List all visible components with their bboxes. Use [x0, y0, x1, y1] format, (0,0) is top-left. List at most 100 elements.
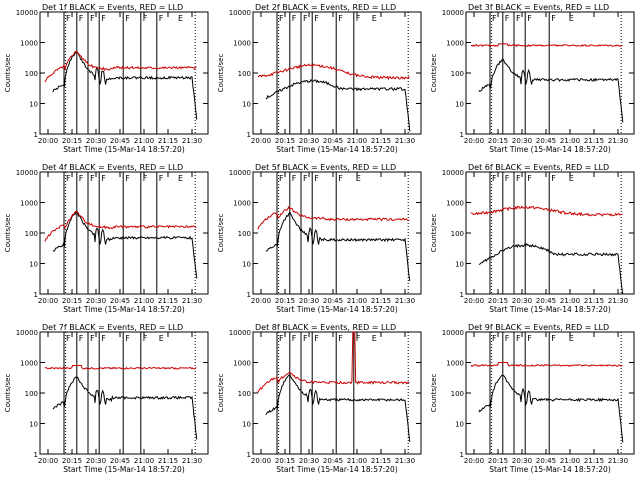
- chart-panel-1: Det 1f BLACK = Events, RED = LLD Counts/s…: [4, 3, 208, 154]
- x-tick-label: 20:45: [110, 297, 130, 305]
- y-tick-label: 10000: [229, 169, 251, 177]
- x-tick-label: 21:00: [347, 297, 367, 305]
- x-tick-label: 20:00: [38, 137, 58, 145]
- marker-label: F: [516, 174, 521, 183]
- x-tick-label: 20:30: [512, 137, 532, 145]
- marker-label: F: [79, 334, 84, 343]
- marker-label: F: [279, 14, 284, 23]
- y-tick-label: 10: [455, 261, 464, 269]
- x-tick-label: 21:30: [608, 137, 628, 145]
- y-axis-label: Counts/sec: [4, 54, 12, 93]
- y-tick-label: 100: [25, 70, 38, 78]
- y-axis-label: Counts/sec: [4, 214, 12, 253]
- marker-label: F: [303, 174, 308, 183]
- y-tick-label: 10000: [16, 9, 38, 17]
- x-tick-label: 20:00: [251, 297, 271, 305]
- x-tick-label: 20:00: [464, 457, 484, 465]
- series-events-line: [479, 244, 623, 294]
- marker-label: F: [505, 174, 510, 183]
- marker-label: F: [505, 14, 510, 23]
- y-tick-label: 10: [242, 101, 251, 109]
- x-tick-label: 20:45: [323, 457, 343, 465]
- marker-label: F: [66, 14, 71, 23]
- y-tick-label: 1000: [446, 360, 464, 368]
- marker-label: F: [66, 334, 71, 343]
- series-lld-line: [45, 366, 197, 370]
- y-tick-label: 10: [455, 101, 464, 109]
- marker-label: F: [516, 14, 521, 23]
- x-tick-label: 21:00: [560, 457, 580, 465]
- x-tick-label: 21:30: [182, 457, 202, 465]
- x-axis-label: Start Time (15-Mar-14 18:57:20): [489, 465, 611, 474]
- x-tick-label: 20:45: [110, 137, 130, 145]
- marker-label: F: [125, 334, 130, 343]
- chart-title: Det 5f BLACK = Events, RED = LLD: [255, 163, 396, 172]
- x-tick-label: 21:30: [182, 137, 202, 145]
- y-tick-label: 10000: [229, 329, 251, 337]
- y-tick-label: 10: [29, 261, 38, 269]
- y-axis-label: Counts/sec: [217, 214, 225, 253]
- series-lld-line: [471, 206, 623, 216]
- x-tick-label: 21:30: [608, 297, 628, 305]
- x-tick-label: 21:15: [158, 137, 178, 145]
- x-tick-label: 21:00: [347, 457, 367, 465]
- y-axis-label: Counts/sec: [217, 54, 225, 93]
- marker-label: F: [303, 334, 308, 343]
- y-tick-label: 10000: [442, 9, 464, 17]
- x-tick-label: 20:45: [536, 457, 556, 465]
- y-tick-label: 10: [29, 101, 38, 109]
- x-tick-label: 20:00: [38, 457, 58, 465]
- x-tick-label: 21:30: [395, 297, 415, 305]
- chart-title: Det 8f BLACK = Events, RED = LLD: [255, 323, 396, 332]
- marker-label: F: [527, 14, 532, 23]
- y-tick-label: 10: [455, 421, 464, 429]
- x-tick-label: 20:30: [86, 297, 106, 305]
- chart-panel-5: Det 5f BLACK = Events, RED = LLD Counts/s…: [217, 163, 421, 314]
- marker-label: F: [356, 334, 361, 343]
- marker-label: F: [159, 174, 164, 183]
- marker-label: F: [516, 334, 521, 343]
- marker-label: E: [372, 14, 377, 23]
- x-tick-label: 20:45: [536, 297, 556, 305]
- x-axis-label: Start Time (15-Mar-14 18:57:20): [63, 305, 185, 314]
- x-tick-label: 21:30: [395, 457, 415, 465]
- y-tick-label: 100: [25, 390, 38, 398]
- x-axis-label: Start Time (15-Mar-14 18:57:20): [63, 465, 185, 474]
- marker-label: F: [551, 334, 556, 343]
- x-axis-label: Start Time (15-Mar-14 18:57:20): [276, 465, 398, 474]
- marker-label: F: [356, 14, 361, 23]
- x-tick-label: 20:30: [86, 457, 106, 465]
- marker-label: E: [178, 14, 183, 23]
- x-tick-label: 20:30: [86, 137, 106, 145]
- marker-label: F: [303, 14, 308, 23]
- x-tick-label: 20:45: [323, 297, 343, 305]
- marker-label: F: [125, 174, 130, 183]
- x-axis-label: Start Time (15-Mar-14 18:57:20): [489, 145, 611, 154]
- x-tick-label: 20:15: [488, 297, 508, 305]
- x-tick-label: 20:00: [464, 137, 484, 145]
- chart-title: Det 1f BLACK = Events, RED = LLD: [42, 3, 183, 12]
- x-tick-label: 20:45: [536, 137, 556, 145]
- x-axis-label: Start Time (15-Mar-14 18:57:20): [63, 145, 185, 154]
- x-tick-label: 20:00: [251, 457, 271, 465]
- y-tick-label: 100: [451, 230, 464, 238]
- y-tick-label: 10000: [16, 329, 38, 337]
- x-tick-label: 21:00: [560, 297, 580, 305]
- x-tick-label: 21:15: [371, 137, 391, 145]
- x-tick-label: 20:00: [464, 297, 484, 305]
- x-tick-label: 20:15: [275, 297, 295, 305]
- x-tick-label: 20:15: [275, 137, 295, 145]
- x-axis-label: Start Time (15-Mar-14 18:57:20): [276, 145, 398, 154]
- x-tick-label: 21:15: [371, 297, 391, 305]
- x-tick-label: 20:45: [323, 137, 343, 145]
- y-tick-label: 100: [451, 70, 464, 78]
- x-tick-label: 21:15: [584, 137, 604, 145]
- y-tick-label: 10: [29, 421, 38, 429]
- y-axis-label: Counts/sec: [430, 374, 438, 413]
- chart-panel-9: Det 9f BLACK = Events, RED = LLD Counts/s…: [430, 323, 634, 474]
- x-tick-label: 20:15: [62, 137, 82, 145]
- marker-label: F: [314, 14, 319, 23]
- x-tick-label: 20:30: [299, 457, 319, 465]
- marker-label: F: [314, 334, 319, 343]
- marker-label: F: [143, 174, 148, 183]
